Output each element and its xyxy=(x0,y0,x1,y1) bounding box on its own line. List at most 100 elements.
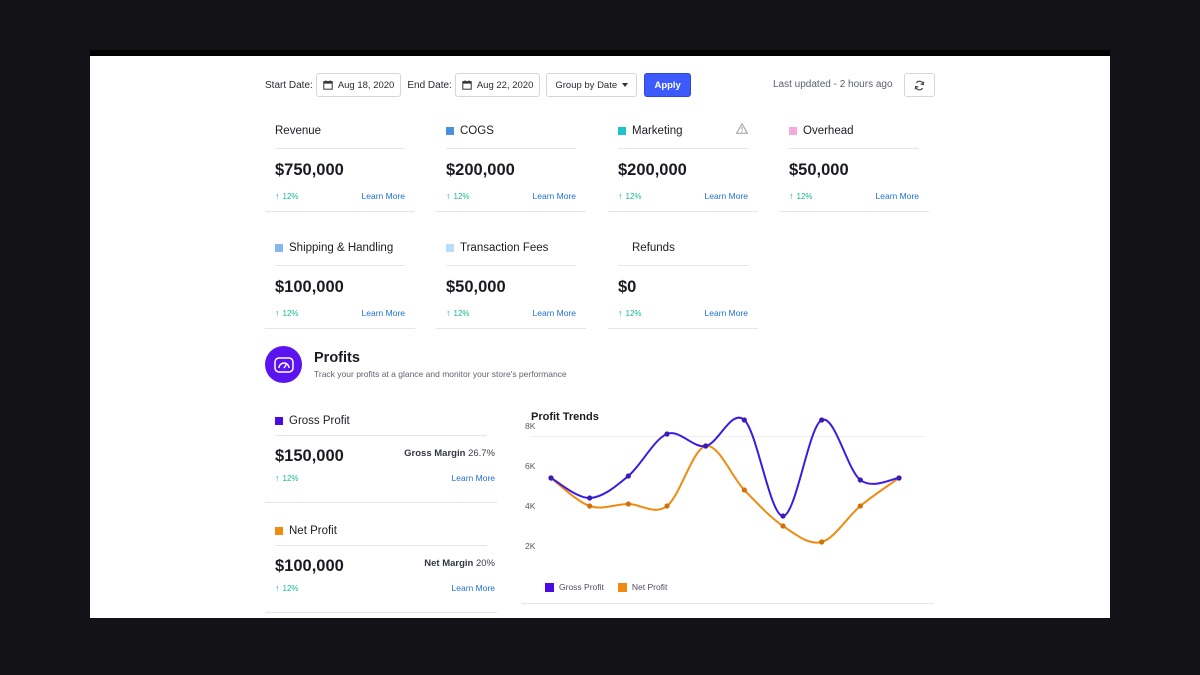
metric-card-marketing: Marketing $200,000 ↑ 12% Learn More xyxy=(608,111,758,212)
metric-value: $200,000 xyxy=(618,161,687,179)
change-indicator: ↑ 12% xyxy=(618,308,642,318)
arrow-up-icon: ↑ xyxy=(446,308,451,318)
net-profit-point[interactable] xyxy=(857,503,863,509)
net-profit-point[interactable] xyxy=(664,503,670,509)
gross-profit-point[interactable] xyxy=(780,513,786,519)
metric-card-overhead: Overhead $50,000 ↑ 12% Learn More xyxy=(779,111,929,212)
metric-value: $50,000 xyxy=(446,278,506,296)
color-swatch xyxy=(275,417,283,425)
net-profit-card: Net Profit $100,000 Net Margin 20% ↑ 12% … xyxy=(265,511,497,613)
learn-more-link[interactable]: Learn More xyxy=(704,191,748,201)
section-subtitle: Track your profits at a glance and monit… xyxy=(314,369,567,379)
gross-profit-point[interactable] xyxy=(548,475,554,481)
learn-more-link[interactable]: Learn More xyxy=(532,308,576,318)
date-toolbar: Start Date: Aug 18, 2020 End Date: Aug 2… xyxy=(265,73,935,97)
metric-value: $50,000 xyxy=(789,161,849,179)
metric-value: $200,000 xyxy=(446,161,515,179)
gross-profit-point[interactable] xyxy=(819,417,825,423)
arrow-up-icon: ↑ xyxy=(618,308,623,318)
y-tick-label: 8K xyxy=(525,421,536,431)
metric-label: Transaction Fees xyxy=(460,242,549,254)
change-indicator: ↑ 12% xyxy=(275,473,299,483)
gross-profit-point[interactable] xyxy=(896,475,902,481)
legend-item-gross[interactable]: Gross Profit xyxy=(545,582,604,592)
metric-value: $100,000 xyxy=(275,557,344,575)
arrow-up-icon: ↑ xyxy=(446,191,451,201)
start-date-label: Start Date: xyxy=(265,79,313,91)
net-profit-point[interactable] xyxy=(625,501,631,507)
learn-more-link[interactable]: Learn More xyxy=(532,191,576,201)
arrow-up-icon: ↑ xyxy=(275,583,280,593)
refresh-button[interactable] xyxy=(904,73,935,97)
metric-label: Marketing xyxy=(632,125,683,137)
arrow-up-icon: ↑ xyxy=(789,191,794,201)
group-by-dropdown[interactable]: Group by Date xyxy=(546,73,638,97)
metric-value: $150,000 xyxy=(275,447,344,465)
change-indicator: ↑ 12% xyxy=(618,191,642,201)
gross-profit-point[interactable] xyxy=(857,477,863,483)
metric-label: COGS xyxy=(460,125,494,137)
net-margin: Net Margin 20% xyxy=(424,558,495,569)
color-swatch xyxy=(275,244,283,252)
metric-card-cogs: COGS $200,000 ↑ 12% Learn More xyxy=(436,111,586,212)
metric-label: Net Profit xyxy=(289,525,337,537)
metric-label: Revenue xyxy=(275,125,322,137)
learn-more-link[interactable]: Learn More xyxy=(451,473,495,483)
metric-card-shipping: Shipping & Handling $100,000 ↑ 12% Learn … xyxy=(265,228,415,329)
warning-icon[interactable] xyxy=(736,123,748,134)
gross-profit-point[interactable] xyxy=(664,431,670,437)
calendar-icon xyxy=(323,80,333,90)
gross-profit-point[interactable] xyxy=(741,417,747,423)
color-swatch xyxy=(618,127,626,135)
change-indicator: ↑ 12% xyxy=(275,583,299,593)
metric-label: Gross Profit xyxy=(289,415,350,427)
color-swatch xyxy=(275,527,283,535)
learn-more-link[interactable]: Learn More xyxy=(704,308,748,318)
end-date-label: End Date: xyxy=(407,79,452,91)
gross-profit-point[interactable] xyxy=(703,443,709,449)
change-indicator: ↑ 12% xyxy=(275,308,299,318)
learn-more-link[interactable]: Learn More xyxy=(875,191,919,201)
metric-card-refunds: Refunds $0 ↑ 12% Learn More xyxy=(608,228,758,329)
gross-profit-line xyxy=(550,416,900,518)
color-swatch xyxy=(446,127,454,135)
chevron-down-icon xyxy=(622,83,629,87)
metric-value: $100,000 xyxy=(275,278,344,296)
color-swatch xyxy=(789,127,797,135)
apply-button[interactable]: Apply xyxy=(644,73,692,97)
net-profit-line xyxy=(550,444,900,544)
arrow-up-icon: ↑ xyxy=(275,473,280,483)
metric-label: Refunds xyxy=(632,242,675,254)
net-profit-point[interactable] xyxy=(587,503,593,509)
arrow-up-icon: ↑ xyxy=(275,191,280,201)
learn-more-link[interactable]: Learn More xyxy=(361,191,405,201)
calendar-icon xyxy=(462,80,472,90)
learn-more-link[interactable]: Learn More xyxy=(451,583,495,593)
net-profit-point[interactable] xyxy=(741,487,747,493)
chart-title: Profit Trends xyxy=(531,411,599,423)
refresh-icon xyxy=(914,80,925,90)
change-indicator: ↑ 12% xyxy=(789,191,813,201)
window-top-bar xyxy=(90,50,1110,56)
gross-profit-point[interactable] xyxy=(625,473,631,479)
start-date-picker[interactable]: Aug 18, 2020 xyxy=(315,73,402,97)
end-date-value: Aug 22, 2020 xyxy=(476,79,534,91)
y-tick-label: 4K xyxy=(525,501,536,511)
arrow-up-icon: ↑ xyxy=(275,308,280,318)
section-title: Profits xyxy=(314,350,360,366)
gross-profit-card: Gross Profit $150,000 Gross Margin 26.7%… xyxy=(265,401,497,503)
profit-trends-chart: Profit Trends 8K6K4K2K018 Aug19 Aug20 Au… xyxy=(521,401,934,604)
gross-profit-point[interactable] xyxy=(587,495,593,501)
net-profit-point[interactable] xyxy=(780,523,786,529)
learn-more-link[interactable]: Learn More xyxy=(361,308,405,318)
end-date-picker[interactable]: Aug 22, 2020 xyxy=(454,73,541,97)
group-by-label: Group by Date xyxy=(555,79,618,91)
y-tick-label: 2K xyxy=(525,541,536,551)
change-indicator: ↑ 12% xyxy=(446,308,470,318)
start-date-value: Aug 18, 2020 xyxy=(337,79,395,91)
dashboard-page: Start Date: Aug 18, 2020 End Date: Aug 2… xyxy=(90,56,1110,618)
color-swatch xyxy=(446,244,454,252)
net-profit-point[interactable] xyxy=(819,539,825,545)
legend-item-net[interactable]: Net Profit xyxy=(617,582,667,592)
